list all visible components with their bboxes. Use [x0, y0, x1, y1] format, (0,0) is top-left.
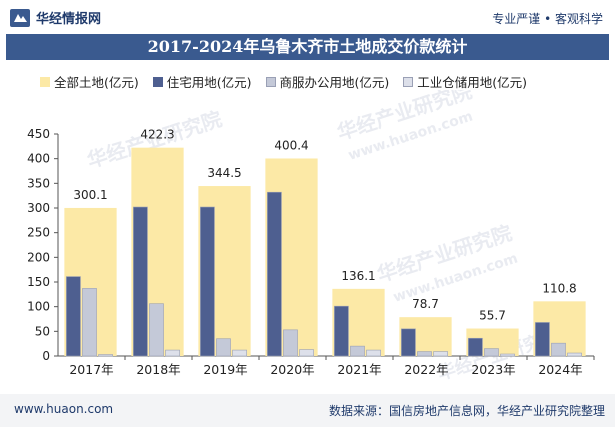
y-tick-label: 50 [35, 324, 50, 338]
footer: www.huaon.com 数据来源：国信房地产信息网，华经产业研究院整理 [0, 394, 615, 427]
legend-swatch-residential [152, 76, 163, 87]
legend-label-residential: 住宅用地(亿元) [166, 75, 252, 90]
residential-bar [401, 328, 416, 357]
y-tick-label: 250 [27, 226, 50, 240]
residential-bar [334, 305, 349, 357]
data-label-all-land: 136.1 [341, 269, 375, 283]
y-tick-label: 300 [27, 201, 50, 215]
commercial-bar [216, 338, 231, 357]
industrial-bar [165, 349, 180, 357]
industrial-bar [500, 353, 515, 357]
industrial-bar [366, 349, 381, 357]
legend-label-all-land: 全部土地(亿元) [54, 75, 139, 90]
labels-layer: 300.1 2017年 422.3 2018年 344.5 2019年 400.4 2020年… [69, 128, 582, 377]
top-bar: 华经情报网 专业严谨 • 客观科学 [0, 0, 615, 34]
data-label-all-land: 78.7 [412, 297, 439, 311]
tagline: 专业严谨 • 客观科学 [492, 12, 603, 26]
x-tick-label: 2018年 [136, 362, 180, 377]
chart-legend: 全部土地(亿元) 住宅用地(亿元) 商服办公用地(亿元) 工业仓储用地(亿元) [40, 72, 541, 91]
residential-bar [200, 206, 215, 357]
residential-bar [66, 276, 81, 357]
x-tick-label: 2017年 [69, 362, 113, 377]
y-tick-label: 200 [27, 250, 50, 264]
commercial-bar [551, 342, 566, 357]
industrial-bar [299, 349, 314, 357]
industrial-bar [98, 354, 113, 357]
industrial-bar [232, 349, 247, 357]
commercial-bar [350, 345, 365, 357]
bar-chart: 华经产业研究院 华经产业研究院 华经产业研究院 华经产业研究院 www.huao… [27, 90, 595, 385]
y-tick-label: 450 [27, 127, 50, 141]
brand-logo-icon [10, 8, 30, 27]
y-tick-label: 150 [27, 275, 50, 289]
residential-bar [267, 191, 282, 357]
commercial-bar [283, 329, 298, 357]
y-tick-label: 350 [27, 176, 50, 190]
footer-source: 数据来源：国信房地产信息网，华经产业研究院整理 [328, 404, 605, 418]
x-tick-label: 2019年 [203, 362, 247, 377]
x-tick-label: 2021年 [337, 362, 381, 377]
footer-website: www.huaon.com [14, 402, 114, 416]
data-label-all-land: 110.8 [542, 281, 576, 295]
commercial-bar [149, 303, 164, 357]
x-tick-label: 2024年 [538, 362, 582, 377]
legend-swatch-commercial [265, 76, 276, 87]
industrial-bar [433, 351, 448, 357]
x-tick-label: 2022年 [404, 362, 448, 377]
legend-item-commercial: 商服办公用地(亿元) [265, 72, 390, 91]
legend-item-all-land: 全部土地(亿元) [40, 72, 139, 91]
chart-title: 2017-2024年乌鲁木齐市土地成交价款统计 [147, 37, 468, 56]
legend-item-residential: 住宅用地(亿元) [152, 72, 252, 91]
y-tick-label: 400 [27, 152, 50, 166]
industrial-bar [567, 352, 582, 357]
residential-bar [133, 206, 148, 357]
brand-logo: 华经情报网 [10, 8, 101, 27]
residential-bar [468, 337, 483, 357]
commercial-bar [82, 288, 97, 357]
y-tick-label: 0 [42, 349, 50, 363]
brand-name: 华经情报网 [36, 12, 102, 27]
x-tick-label: 2023年 [471, 362, 515, 377]
data-label-all-land: 400.4 [274, 138, 308, 152]
commercial-bar [417, 351, 432, 357]
legend-item-industrial: 工业仓储用地(亿元) [403, 72, 527, 91]
commercial-bar [484, 348, 499, 357]
data-label-all-land: 55.7 [479, 309, 506, 323]
residential-bar [535, 322, 550, 357]
y-tick-label: 100 [27, 300, 50, 314]
data-label-all-land: 344.5 [207, 166, 241, 180]
legend-swatch-industrial [403, 76, 414, 87]
bars-layer [64, 147, 586, 357]
legend-label-industrial: 工业仓储用地(亿元) [417, 75, 528, 90]
legend-swatch-all-land [40, 76, 50, 87]
data-label-all-land: 422.3 [140, 128, 174, 142]
title-bar: 2017-2024年乌鲁木齐市土地成交价款统计 [6, 34, 609, 60]
data-label-all-land: 300.1 [73, 188, 107, 202]
legend-label-commercial: 商服办公用地(亿元) [279, 75, 390, 90]
x-tick-label: 2020年 [270, 362, 314, 377]
